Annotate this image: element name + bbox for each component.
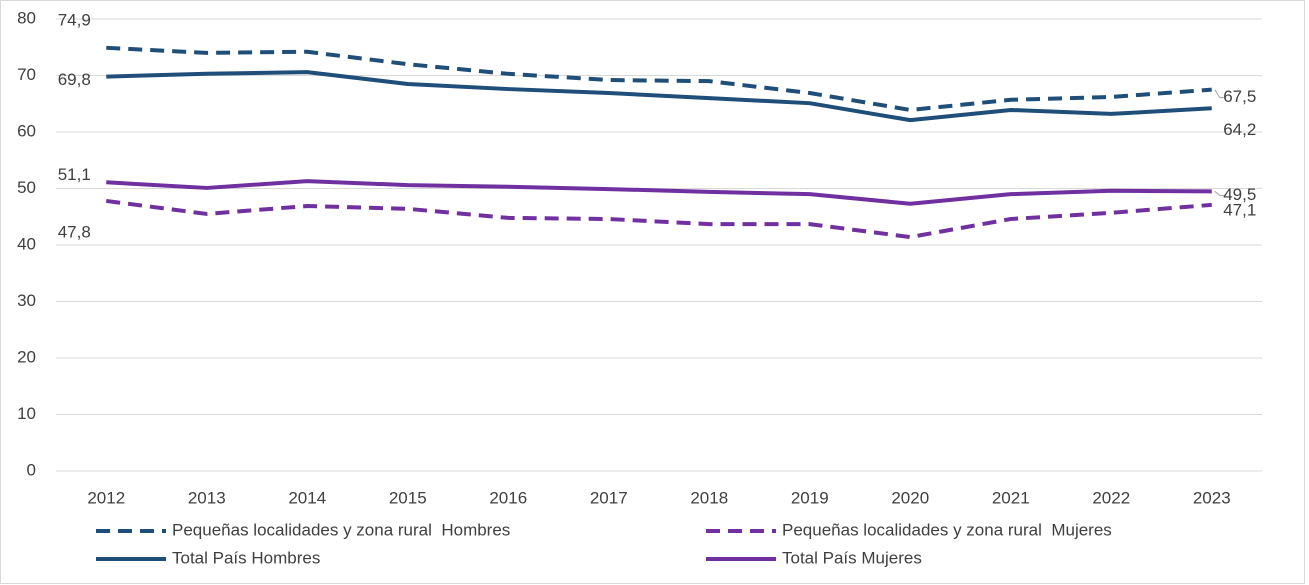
x-tick-label: 2012 bbox=[87, 488, 125, 507]
line-series bbox=[106, 179, 1212, 206]
x-tick-label: 2014 bbox=[288, 488, 326, 507]
data-label: 74,9 bbox=[58, 10, 91, 29]
data-label: 51,1 bbox=[58, 165, 91, 184]
y-tick-label: 10 bbox=[17, 404, 36, 423]
x-tick-label: 2017 bbox=[590, 488, 628, 507]
data-label: 47,1 bbox=[1223, 200, 1256, 219]
y-tick-label: 50 bbox=[17, 178, 36, 197]
x-tick-label: 2022 bbox=[1092, 488, 1130, 507]
legend-label: Total País Mujeres bbox=[782, 548, 922, 567]
y-tick-label: 30 bbox=[17, 291, 36, 310]
line-series bbox=[106, 70, 1212, 123]
legend-label: Total País Hombres bbox=[172, 548, 320, 567]
x-tick-label: 2016 bbox=[489, 488, 527, 507]
y-tick-label: 80 bbox=[17, 8, 36, 27]
y-tick-label: 70 bbox=[17, 65, 36, 84]
x-tick-label: 2018 bbox=[690, 488, 728, 507]
y-tick-label: 0 bbox=[27, 460, 36, 479]
leader-line bbox=[1214, 89, 1226, 99]
y-tick-label: 40 bbox=[17, 234, 36, 253]
data-label: 67,5 bbox=[1223, 87, 1256, 106]
y-tick-label: 20 bbox=[17, 347, 36, 366]
y-tick-label: 60 bbox=[17, 121, 36, 140]
legend-label: Pequeñas localidades y zona rural Hombre… bbox=[172, 520, 510, 539]
x-tick-label: 2021 bbox=[992, 488, 1030, 507]
x-tick-label: 2020 bbox=[891, 488, 929, 507]
leader-line bbox=[1214, 190, 1226, 196]
data-label: 69,8 bbox=[58, 70, 91, 89]
legend-label: Pequeñas localidades y zona rural Mujere… bbox=[782, 520, 1112, 539]
line-series bbox=[106, 45, 1212, 112]
line-series bbox=[105, 198, 1212, 240]
x-tick-label: 2023 bbox=[1193, 488, 1231, 507]
x-tick-label: 2013 bbox=[188, 488, 226, 507]
data-label: 49,5 bbox=[1223, 185, 1256, 204]
x-tick-label: 2015 bbox=[389, 488, 427, 507]
data-label: 64,2 bbox=[1223, 120, 1256, 139]
x-tick-label: 2019 bbox=[791, 488, 829, 507]
data-label: 47,8 bbox=[58, 222, 91, 241]
